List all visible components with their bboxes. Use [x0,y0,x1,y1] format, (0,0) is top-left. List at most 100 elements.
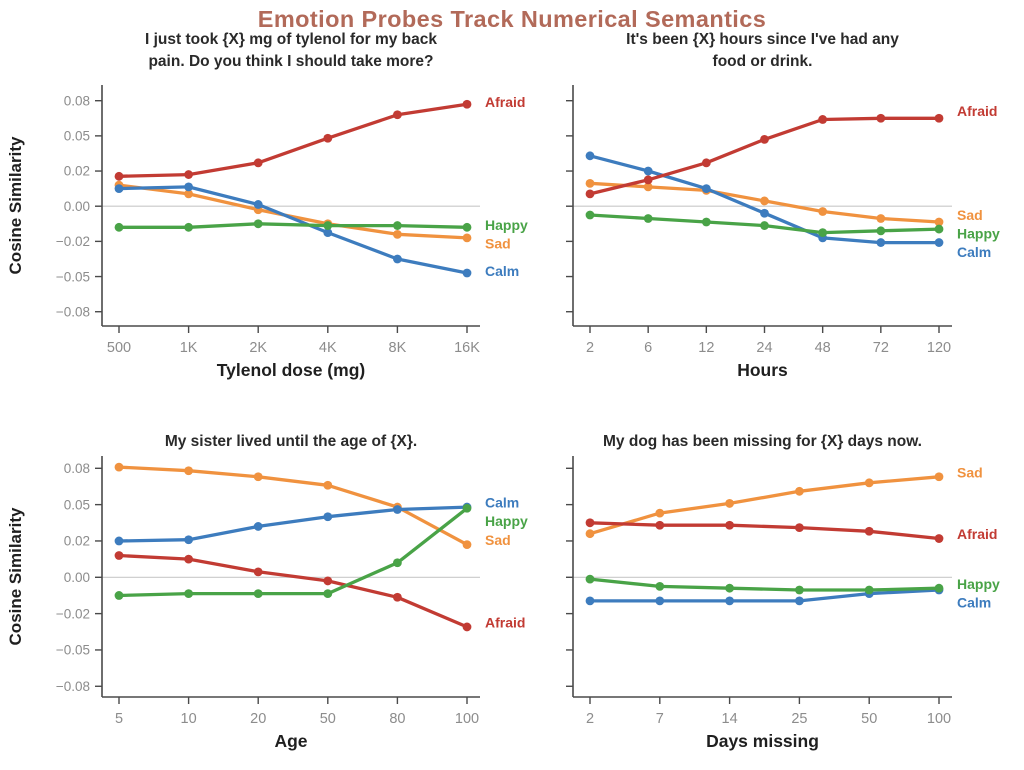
sad-line [588,475,941,536]
calm-point [701,184,711,194]
series-label-happy: Happy [485,513,528,529]
sad-point [864,478,874,488]
y-tick-label: 0.02 [64,164,90,179]
x-tick-label: 25 [791,711,807,727]
y-tick-label: 0.00 [64,570,90,585]
y-tick-label: 0.05 [64,129,90,144]
x-tick-label: 8K [389,340,407,356]
sad-point [462,540,472,549]
chart-title-age: My sister lived until the age of {X}. [165,433,417,450]
sad-point [795,486,804,496]
happy-line [117,506,469,598]
happy-point [462,503,472,513]
x-tick-label: 14 [722,711,738,727]
happy-point [393,558,402,568]
calm-point [585,596,595,606]
happy-point [184,222,194,232]
x-tick-label: 5 [115,711,123,727]
y-tick-label: 0.02 [64,534,90,549]
happy-point [876,226,886,236]
sad-point [114,462,124,472]
happy-point [114,591,124,600]
sad-point [393,229,402,239]
x-tick-label: 7 [656,711,664,727]
afraid-point [323,133,333,143]
happy-point [114,222,124,232]
x-axis-title-hours: Hours [737,360,788,380]
happy-point [253,219,263,229]
happy-point [323,221,333,230]
happy-point [934,583,944,593]
happy-point [795,585,804,595]
afraid-point [876,113,886,123]
sad-point [934,472,944,482]
sad-point [725,499,734,508]
sad-point [643,182,653,192]
y-tick-label: 0.05 [64,497,90,512]
afraid-line [117,102,469,178]
x-tick-label: 50 [861,711,877,727]
x-tick-label: 48 [815,340,831,356]
chart-age: My sister lived until the age of {X}. 0.0… [6,433,528,751]
afraid-point [655,520,665,530]
x-tick-label: 2 [586,340,594,356]
chart-title-tylenol: I just took {X} mg of tylenol for my bac… [145,31,437,48]
x-tick-label: 2 [586,711,594,727]
x-tick-label: 500 [107,340,131,356]
afraid-point [253,567,263,577]
afraid-point [760,134,769,144]
calm-point [184,182,194,192]
chart-hours: It's been {X} hours since I've had any fo… [566,31,1000,380]
calm-line [588,588,941,603]
afraid-point [643,175,653,185]
happy-point [818,228,828,237]
x-tick-label: 1K [180,340,198,356]
afraid-line [588,116,941,196]
afraid-point [818,115,828,124]
happy-point [760,221,769,230]
calm-point [323,228,333,237]
afraid-point [323,576,333,586]
x-tick-label: 24 [756,340,772,356]
afraid-point [462,622,472,632]
happy-point [725,583,734,593]
x-tick-label: 2K [249,340,267,356]
happy-point [655,581,665,591]
series-label-afraid: Afraid [957,103,997,119]
chart-title-hours: It's been {X} hours since I've had any [626,31,899,48]
afraid-point [184,170,194,179]
afraid-point [393,592,402,602]
calm-point [253,200,263,209]
calm-point [876,238,886,247]
calm-point [393,254,402,264]
calm-point [643,166,653,176]
afraid-line [117,553,469,629]
sad-line [117,465,469,547]
y-tick-label: −0.08 [56,679,90,694]
afraid-point [184,554,194,564]
happy-point [393,221,402,230]
series-label-calm: Calm [957,594,991,610]
x-tick-label: 100 [455,711,479,727]
afraid-point [585,189,595,199]
sad-point [184,466,194,476]
x-axis-title-age: Age [274,731,307,751]
afraid-point [725,520,734,530]
series-label-sad: Sad [485,236,511,252]
afraid-point [795,523,804,533]
y-tick-label: −0.02 [56,234,90,249]
series-label-happy: Happy [485,217,528,233]
series-label-afraid: Afraid [485,614,525,630]
sad-line [117,183,469,240]
series-label-happy: Happy [957,576,1000,592]
sad-point [934,217,944,227]
sad-point [818,207,828,216]
chart-dog: My dog has been missing for {X} days now… [566,433,1000,751]
afraid-point [864,526,874,536]
x-tick-label: 4K [319,340,337,356]
series-label-calm: Calm [485,495,519,511]
calm-line [117,185,469,275]
sad-point [462,233,472,243]
x-tick-label: 72 [873,340,889,356]
calm-point [253,522,263,531]
